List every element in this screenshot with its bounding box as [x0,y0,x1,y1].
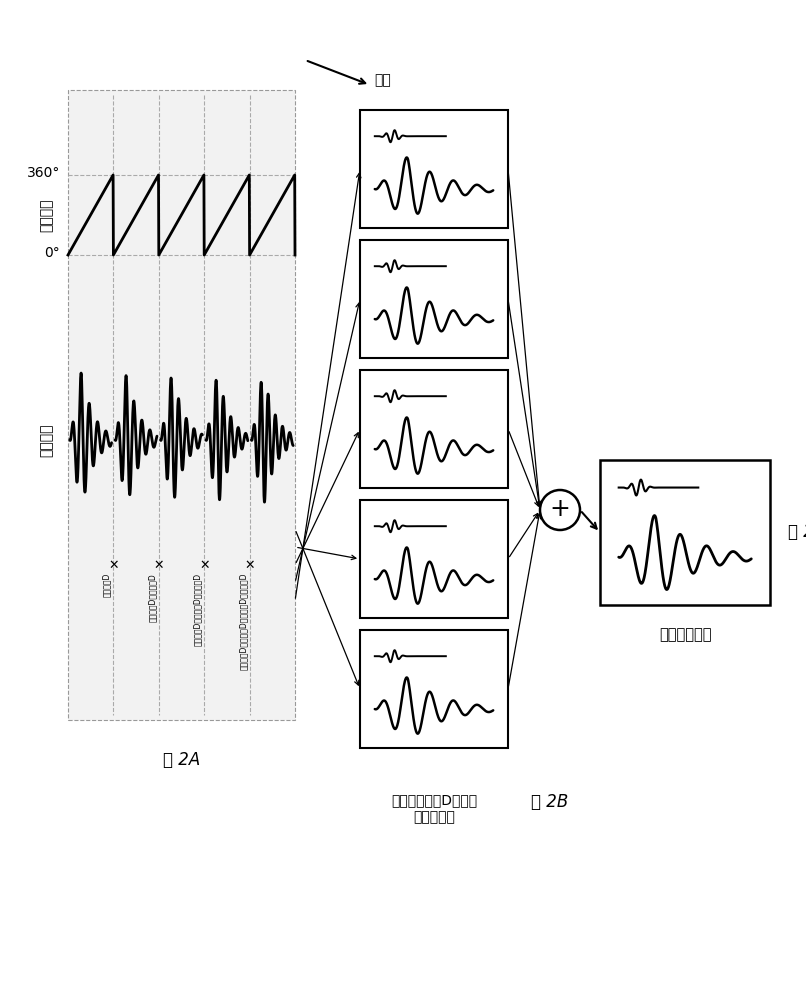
Text: ✕: ✕ [199,558,210,572]
Bar [600,460,770,605]
Bar [68,90,295,720]
Text: 时间宽度D时间宽度D时间宽度D时间宽度D: 时间宽度D时间宽度D时间宽度D时间宽度D [239,573,247,670]
Text: 通过时间宽度D分割后
的分割信号: 通过时间宽度D分割后 的分割信号 [391,793,477,824]
Text: 0°: 0° [44,246,60,260]
Text: ✕: ✕ [154,558,164,572]
Bar [360,110,508,228]
Text: ✕: ✕ [108,558,118,572]
Bar [360,240,508,358]
Text: 检测信号: 检测信号 [39,423,53,457]
Text: 图 2B: 图 2B [531,793,568,811]
Text: 时间宽度D: 时间宽度D [102,573,111,597]
Text: 时间: 时间 [374,73,391,87]
Text: 时间宽度D时间宽度D时间宽度D: 时间宽度D时间宽度D时间宽度D [193,573,202,646]
Text: 图 2C: 图 2C [788,524,806,542]
Bar [360,370,508,488]
Text: +: + [550,497,571,521]
Text: ✕: ✕ [244,558,255,572]
Bar [360,500,508,618]
Text: 相位信息: 相位信息 [39,198,53,232]
Text: 加法平均信号: 加法平均信号 [659,628,711,643]
Text: 时间宽度D时间宽度D: 时间宽度D时间宽度D [147,573,157,622]
Bar [360,630,508,748]
Text: 图 2A: 图 2A [163,751,200,769]
Text: 360°: 360° [27,166,60,180]
